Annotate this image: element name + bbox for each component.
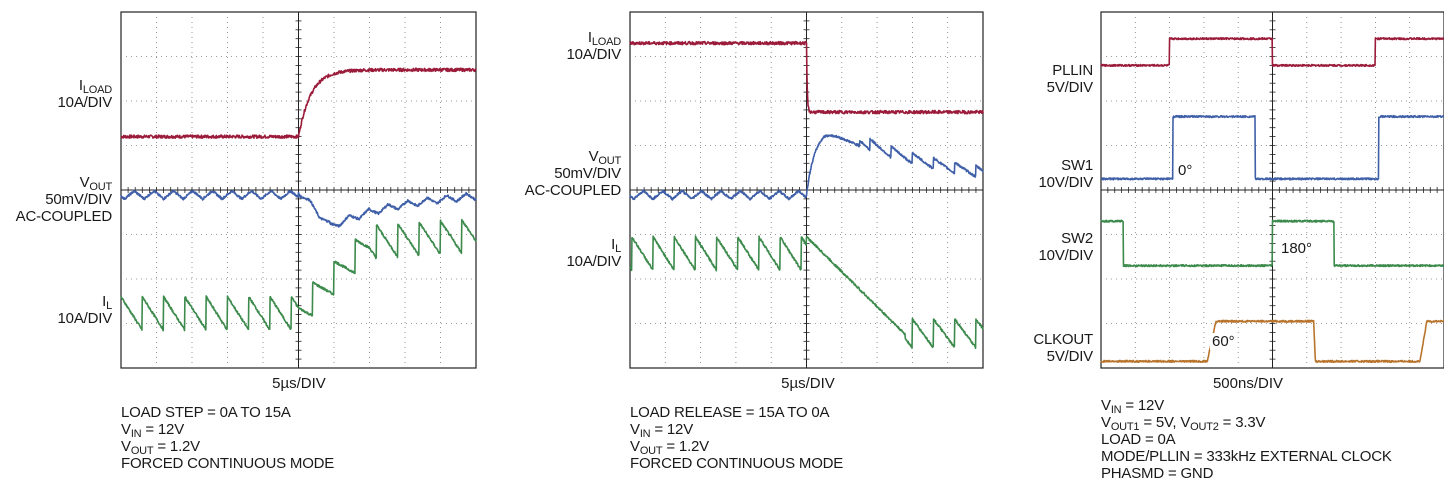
- note-line: LOAD RELEASE = 15A TO 0A: [630, 404, 830, 421]
- note-line: VOUT1 = 5V, VOUT2 = 3.3V: [1101, 414, 1266, 433]
- sw1-phase-annotation: 0°: [1176, 162, 1195, 179]
- timebase-label: 5µs/DIV: [272, 375, 326, 392]
- note-line: MODE/PLLIN = 333kHz EXTERNAL CLOCK: [1101, 448, 1392, 465]
- scope-screen-load-release: [629, 11, 984, 369]
- scope-screen-multiphase: [1100, 11, 1444, 369]
- trace-label-vout: VOUT 50mV/DIV AC-COUPLED: [15, 174, 113, 225]
- scope-grid: [1100, 11, 1444, 369]
- scope-panel-multiphase: PLLIN 5V/DIV SW1 10V/DIV SW2 10V/DIV CLK…: [1000, 0, 1444, 499]
- trace-sw2: [1100, 219, 1444, 268]
- trace-label-pllin: PLLIN 5V/DIV: [1046, 62, 1094, 96]
- scope-panel-load-release: ILOAD 10A/DIV VOUT 50mV/DIV AC-COUPLED I…: [490, 0, 990, 499]
- trace-label-sw2: SW2 10V/DIV: [1038, 230, 1094, 264]
- test-conditions: LOAD STEP = 0A TO 15A VIN = 12V VOUT = 1…: [121, 404, 334, 472]
- trace-vout: [120, 189, 477, 228]
- trace-label-clkout: CLKOUT 5V/DIV: [1033, 331, 1093, 365]
- trace-label-il: IL 10A/DIV: [57, 293, 113, 327]
- note-line: VIN = 12V: [1101, 397, 1165, 416]
- timebase-label: 5µs/DIV: [781, 375, 835, 392]
- note-line: LOAD STEP = 0A TO 15A: [121, 404, 291, 421]
- test-conditions: LOAD RELEASE = 15A TO 0A VIN = 12V VOUT …: [630, 404, 843, 472]
- note-line: FORCED CONTINUOUS MODE: [630, 455, 844, 472]
- trace-vout: [629, 134, 984, 201]
- sw2-phase-annotation: 180°: [1279, 240, 1315, 257]
- note-line: VOUT = 1.2V: [121, 438, 200, 457]
- trace-label-iload: ILOAD 10A/DIV: [566, 29, 622, 63]
- trace-iload: [629, 40, 984, 115]
- trace-label-sw1: SW1 10V/DIV: [1038, 157, 1094, 191]
- scope-panel-load-step: ILOAD 10A/DIV VOUT 50mV/DIV AC-COUPLED I…: [0, 0, 480, 499]
- note-line: VIN = 12V: [630, 421, 694, 440]
- trace-pllin: [1100, 37, 1444, 68]
- note-line: VOUT = 1.2V: [630, 438, 709, 457]
- trace-il: [629, 235, 984, 350]
- clkout-phase-annotation: 60°: [1210, 333, 1237, 350]
- timebase-label: 500ns/DIV: [1212, 375, 1284, 392]
- trace-label-iload: ILOAD 10A/DIV: [57, 77, 113, 111]
- trace-sw1: [1100, 114, 1444, 181]
- trace-clkout: [1100, 319, 1444, 364]
- trace-label-vout: VOUT 50mV/DIV AC-COUPLED: [524, 148, 622, 199]
- scope-screen-load-step: [120, 11, 477, 369]
- test-conditions: VIN = 12V VOUT1 = 5V, VOUT2 = 3.3V LOAD …: [1101, 397, 1392, 482]
- note-line: LOAD = 0A: [1101, 431, 1176, 448]
- trace-iload: [120, 67, 477, 139]
- note-line: FORCED CONTINUOUS MODE: [121, 455, 335, 472]
- note-line: PHASMD = GND: [1101, 465, 1214, 482]
- trace-il: [120, 218, 477, 332]
- note-line: VIN = 12V: [121, 421, 185, 440]
- trace-label-il: IL 10A/DIV: [566, 236, 622, 270]
